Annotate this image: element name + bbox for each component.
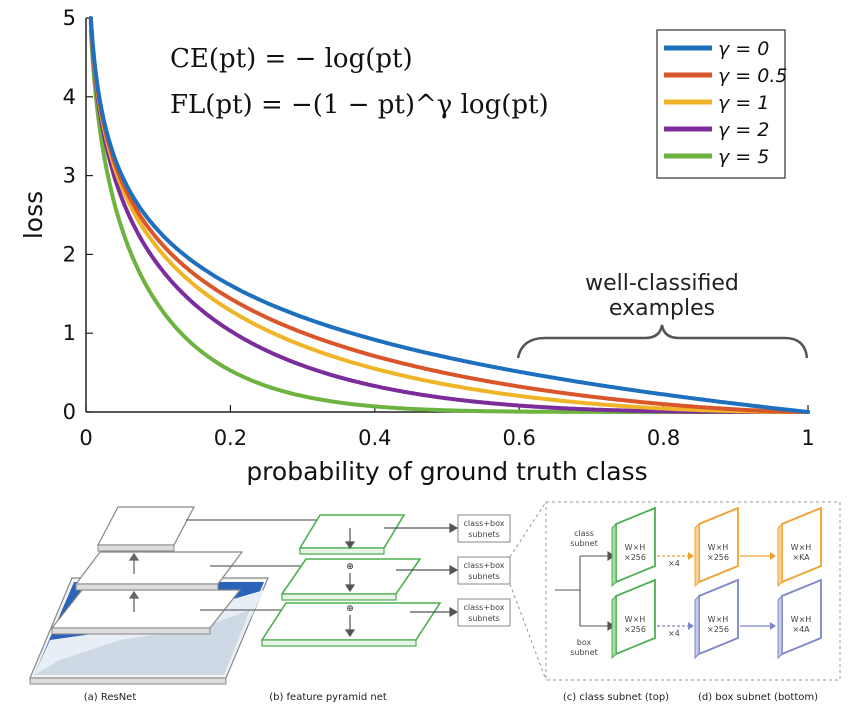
- svg-text:subnets: subnets: [468, 614, 500, 623]
- retinanet-diagram: ⊕ ⊕ class+box subnets class+box subnets: [29, 501, 841, 703]
- box-subnet-label-1: box: [577, 638, 592, 647]
- svg-text:×256: ×256: [624, 625, 646, 634]
- x-tick-label: 0: [79, 426, 92, 450]
- svg-text:W×H: W×H: [625, 543, 646, 552]
- plus-symbol-1: ⊕: [346, 562, 354, 572]
- svg-text:subnets: subnets: [468, 572, 500, 581]
- class-output-block: W×H ×KA: [777, 506, 822, 588]
- svg-text:W×H: W×H: [625, 615, 646, 624]
- x-tick-label: 0.2: [214, 426, 247, 450]
- annotation-line1: well-classified: [585, 271, 739, 296]
- svg-text:×4A: ×4A: [792, 625, 810, 634]
- subnet-detail-panel: class subnet box subnet W×H ×256 W×H ×25…: [545, 501, 841, 681]
- series-line-gamma-1: [88, 18, 810, 414]
- x-tick-label: 0.4: [358, 426, 391, 450]
- series-line-gamma-0-5: [88, 16, 810, 414]
- subnet-box-2: class+box subnets: [457, 556, 511, 585]
- svg-text:W×H: W×H: [791, 615, 812, 624]
- legend-label: γ = 5: [718, 146, 769, 168]
- legend-label: γ = 2: [718, 119, 769, 141]
- annotation-line2: examples: [609, 296, 715, 321]
- box-output-block: W×H ×4A: [777, 578, 822, 660]
- subnet-box-1: class+box subnets: [457, 514, 511, 543]
- caption-fpn: (b) feature pyramid net: [269, 692, 387, 703]
- focal-loss-chart: 0 1 2 3 4 5 0 0.2 0.4 0.6 0.8 1 loss probability o…: [19, 6, 815, 486]
- svg-text:W×H: W×H: [708, 543, 729, 552]
- y-tick-label: 3: [63, 164, 76, 188]
- y-ticks: 0 1 2 3 4 5: [63, 6, 93, 424]
- svg-text:class+box: class+box: [463, 561, 504, 570]
- caption-class-subnet: (c) class subnet (top): [563, 692, 669, 703]
- svg-text:×KA: ×KA: [792, 553, 810, 562]
- class-block-orange-1: W×H ×256: [694, 506, 739, 588]
- svg-text:W×H: W×H: [708, 615, 729, 624]
- times4-class: ×4: [668, 559, 680, 568]
- y-tick-label: 0: [63, 400, 76, 424]
- y-tick-label: 5: [63, 6, 76, 30]
- series-line-gamma-0: [88, 16, 810, 414]
- formula-ce-text: CE(pt) = − log(pt): [170, 44, 413, 74]
- subnet-boxes: class+box subnets class+box subnets clas…: [457, 501, 547, 681]
- class-subnet-label-2: subnet: [570, 539, 597, 548]
- class-subnet-label-1: class: [574, 529, 594, 538]
- resnet-layer-base-side: [29, 677, 227, 685]
- y-tick-label: 2: [63, 242, 76, 266]
- plus-symbol-2: ⊕: [346, 604, 354, 614]
- caption-box-subnet: (d) box subnet (bottom): [698, 692, 818, 703]
- box-block-blue-1: W×H ×256: [694, 578, 739, 660]
- y-tick-label: 1: [63, 321, 76, 345]
- legend-label: γ = 0.5: [718, 65, 787, 87]
- legend-label: γ = 0: [718, 38, 769, 60]
- class-block-green: W×H ×256: [611, 506, 656, 588]
- x-tick-label: 0.6: [502, 426, 535, 450]
- svg-text:×256: ×256: [707, 625, 729, 634]
- legend-label: γ = 1: [718, 92, 769, 114]
- legend: γ = 0 γ = 0.5 γ = 1 γ = 2 γ = 5: [656, 29, 787, 179]
- svg-text:class+box: class+box: [463, 519, 504, 528]
- resnet-layer-4: [97, 506, 195, 546]
- well-classified-annotation: well-classified examples: [516, 271, 809, 359]
- formula-fl-text: FL(pt) = −(1 − pt)^γ log(pt): [170, 90, 549, 120]
- feature-pyramid: ⊕ ⊕: [260, 514, 459, 647]
- x-axis-title: probability of ground truth class: [246, 457, 647, 486]
- resnet-layer-3: [74, 551, 244, 585]
- times4-box: ×4: [668, 629, 680, 638]
- series-curves: [88, 16, 810, 414]
- svg-text:W×H: W×H: [791, 543, 812, 552]
- resnet-layer-2: [50, 589, 242, 629]
- svg-text:×256: ×256: [624, 553, 646, 562]
- y-tick-label: 4: [63, 85, 76, 109]
- resnet-stack: [29, 506, 345, 685]
- formula-fl: FL(pt) = −(1 − pt)^γ log(pt): [170, 90, 549, 120]
- curly-brace: [516, 324, 809, 359]
- subnet-box-3: class+box subnets: [457, 598, 511, 627]
- svg-text:×256: ×256: [707, 553, 729, 562]
- x-tick-label: 1: [801, 426, 814, 450]
- y-axis-title: loss: [19, 191, 48, 239]
- box-subnet-label-2: subnet: [570, 648, 597, 657]
- x-tick-label: 0.8: [647, 426, 680, 450]
- box-block-green: W×H ×256: [611, 578, 656, 660]
- svg-text:subnets: subnets: [468, 530, 500, 539]
- legend-items: γ = 0 γ = 0.5 γ = 1 γ = 2 γ = 5: [664, 38, 787, 168]
- svg-text:class+box: class+box: [463, 603, 504, 612]
- formula-ce: CE(pt) = − log(pt): [170, 44, 413, 74]
- caption-resnet: (a) ResNet: [84, 692, 137, 703]
